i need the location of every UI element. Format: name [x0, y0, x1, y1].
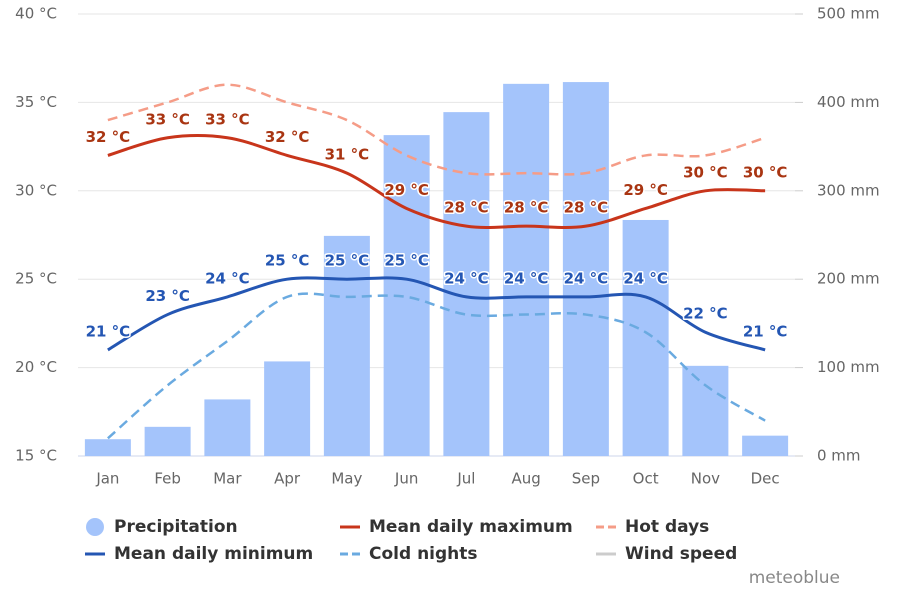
data-label: 25 °C — [325, 252, 370, 270]
bar — [443, 112, 490, 457]
line — [107, 292, 766, 440]
y2-tick-label: 0 mm — [817, 447, 861, 465]
x-tick-label: Mar — [213, 470, 242, 488]
data-label: 30 °C — [683, 163, 728, 181]
data-label: 23 °C — [145, 287, 190, 305]
data-label: 28 °C — [564, 199, 609, 217]
x-tick-label: Sep — [572, 470, 600, 488]
data-label: 21 °C — [86, 322, 131, 340]
bar — [383, 135, 430, 456]
data-label: 25 °C — [384, 252, 429, 270]
line — [107, 83, 766, 176]
bar — [622, 219, 669, 456]
y2-tick-label: 100 mm — [817, 358, 880, 376]
bar — [742, 435, 789, 456]
y2-tick-label: 200 mm — [817, 270, 880, 288]
bar — [503, 83, 550, 456]
data-label: 32 °C — [86, 128, 131, 146]
data-label: 33 °C — [205, 110, 250, 128]
x-tick-label: May — [331, 470, 362, 488]
credit: meteoblue — [749, 568, 840, 588]
y-tick-label: 35 °C — [15, 93, 57, 111]
bar — [682, 365, 729, 456]
data-label: 32 °C — [265, 128, 310, 146]
data-label: 24 °C — [205, 269, 250, 287]
legend-label: Hot days — [625, 517, 709, 537]
y-tick-label: 40 °C — [15, 5, 57, 23]
legend-label: Cold nights — [369, 544, 478, 564]
data-label: 24 °C — [623, 269, 668, 287]
data-label: 29 °C — [623, 181, 668, 199]
legend-label: Mean daily minimum — [114, 544, 313, 564]
line — [107, 134, 766, 229]
data-label: 28 °C — [444, 199, 489, 217]
legend-symbol — [86, 518, 104, 536]
data-label: 22 °C — [683, 305, 728, 323]
x-tick-label: Jun — [394, 470, 418, 488]
data-label: 25 °C — [265, 252, 310, 270]
x-tick-label: Oct — [633, 470, 659, 488]
bar — [144, 426, 191, 456]
bar — [204, 399, 251, 456]
y2-tick-label: 300 mm — [817, 181, 880, 199]
data-label: 24 °C — [504, 269, 549, 287]
legend-label: Mean daily maximum — [369, 517, 573, 537]
y-tick-label: 25 °C — [15, 270, 57, 288]
bar — [562, 82, 609, 457]
y-tick-label: 20 °C — [15, 358, 57, 376]
legend-label: Precipitation — [114, 517, 238, 537]
y2-tick-label: 500 mm — [817, 5, 880, 23]
data-label: 24 °C — [564, 269, 609, 287]
bar — [323, 235, 370, 456]
x-tick-label: Feb — [154, 470, 181, 488]
x-tick-label: Dec — [751, 470, 780, 488]
data-label: 24 °C — [444, 269, 489, 287]
y2-tick-label: 400 mm — [817, 93, 880, 111]
bar — [264, 361, 311, 456]
data-label: 33 °C — [145, 110, 190, 128]
data-label: 31 °C — [325, 146, 370, 164]
x-tick-label: Nov — [691, 470, 720, 488]
data-label: 30 °C — [743, 163, 788, 181]
x-tick-label: Jul — [456, 470, 475, 488]
data-label: 21 °C — [743, 322, 788, 340]
line — [107, 276, 766, 352]
data-label: 29 °C — [384, 181, 429, 199]
legend-label: Wind speed — [625, 544, 737, 564]
x-tick-label: Aug — [511, 470, 540, 488]
bar — [84, 439, 131, 456]
y-tick-label: 15 °C — [15, 447, 57, 465]
y-tick-label: 30 °C — [15, 181, 57, 199]
x-tick-label: Apr — [274, 470, 301, 488]
data-label: 28 °C — [504, 199, 549, 217]
x-tick-label: Jan — [95, 470, 119, 488]
